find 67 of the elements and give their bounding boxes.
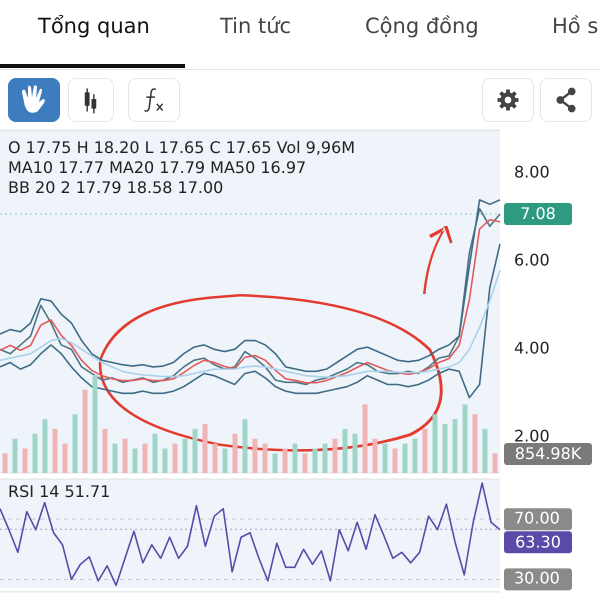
bar (52, 428, 58, 473)
bar (22, 448, 28, 473)
bar (142, 444, 148, 473)
bar (472, 414, 478, 473)
y-tick-label: 6.00 (514, 250, 550, 270)
bar (102, 428, 108, 473)
bar (422, 428, 428, 473)
annotation: O 17.75 H 18.20 L 17.65 C 17.65 Vol 9,96M (8, 138, 356, 158)
bar (12, 438, 18, 473)
bar (42, 419, 48, 473)
bar (292, 444, 298, 473)
bar (452, 419, 458, 473)
bar (212, 444, 218, 473)
bar (312, 448, 318, 473)
text: 854.98K (514, 444, 582, 464)
text: Cộng đồng (365, 14, 479, 38)
y-tick-label: 4.00 (514, 338, 550, 358)
bar (362, 404, 368, 473)
bar (492, 453, 498, 473)
y-tick-label: 8.00 (514, 162, 550, 182)
bar (92, 375, 98, 473)
bar (162, 448, 168, 473)
annotation: BB 20 2 17.79 18.58 17.00 (8, 178, 224, 198)
bar (172, 444, 178, 473)
bar (482, 428, 488, 473)
bar (152, 434, 158, 473)
bar (342, 428, 348, 473)
bar (372, 438, 378, 473)
bar (282, 448, 288, 473)
bar (82, 390, 88, 473)
bar (122, 438, 128, 473)
bar (382, 444, 388, 473)
y-tick-label: 70.00 (514, 508, 560, 528)
bar (72, 414, 78, 473)
bar (432, 414, 438, 473)
bar (182, 438, 188, 473)
bar (132, 448, 138, 473)
bar (192, 428, 198, 473)
bar (2, 453, 8, 473)
bar (112, 444, 118, 473)
bar (242, 419, 248, 473)
ref-line-label: 7.08 (520, 204, 556, 224)
text: Tổng quan (38, 14, 150, 38)
annotation: MA10 17.77 MA20 17.79 MA50 16.97 (8, 158, 308, 178)
bar (232, 434, 238, 473)
bar (202, 424, 208, 473)
y-tick-label: 30.00 (514, 568, 560, 588)
bar (62, 444, 68, 473)
y-tick-label: 2.00 (514, 426, 550, 446)
bar (222, 448, 228, 473)
bar (402, 444, 408, 473)
bar (462, 404, 468, 473)
bar (412, 438, 418, 473)
text: Tin tức (220, 14, 292, 38)
bar (302, 453, 308, 473)
bar (332, 438, 338, 473)
bar (392, 448, 398, 473)
bar (272, 453, 278, 473)
text: Hồ s (552, 14, 598, 38)
bar (252, 438, 258, 473)
bar (322, 444, 328, 473)
bar (442, 424, 448, 473)
chart-title: RSI 14 51.71 (8, 482, 110, 501)
bar (262, 444, 268, 473)
ref-line-label: 63.30 (515, 532, 561, 552)
bar (32, 434, 38, 473)
bar (352, 434, 358, 473)
